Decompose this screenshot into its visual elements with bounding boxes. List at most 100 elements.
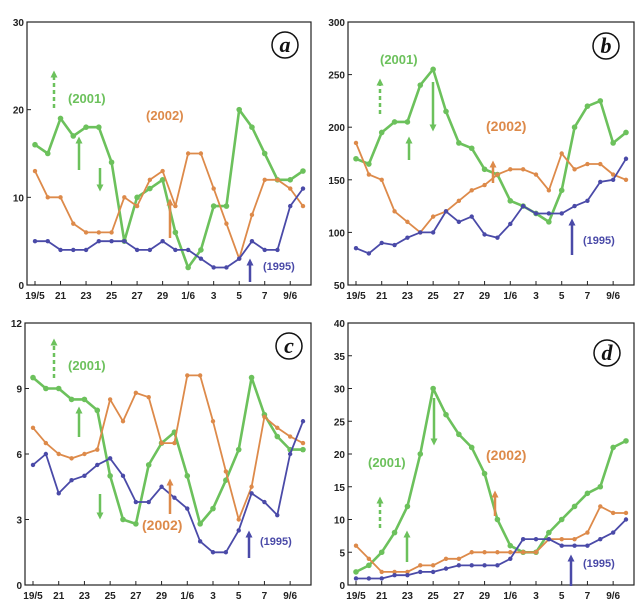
panel-b-x-tick-label: 21 (376, 291, 388, 302)
panel-a-y-tick-label: 30 (13, 18, 25, 29)
panel-d-series-1995-point (572, 543, 577, 548)
panel-b-series-2001-point (404, 119, 411, 125)
panel-d-series-2001-point (558, 516, 565, 523)
panel-a-series-2002-point (300, 203, 306, 209)
panel-d-series-2001-point (391, 529, 398, 536)
panel-a-series-1995-point (83, 247, 89, 253)
panel-a-y-tick-label: 20 (13, 106, 25, 117)
panel-b-series-2001-point (571, 124, 578, 130)
panel-c-series-1995-point (172, 495, 177, 500)
panel-d-series-2002-point (572, 536, 577, 542)
panel-b-label: b (601, 33, 612, 58)
panel-d-series-1995-point (520, 536, 526, 542)
panel-b-x-tick-label: 23 (402, 291, 414, 302)
panel-c-series-1995-point (120, 473, 126, 479)
panel-a-series-2002-line (34, 152, 304, 260)
panel-a-series-2001-point (172, 229, 179, 236)
panel-c-x-tick-label: 19/5 (23, 591, 43, 602)
panel-b-series-1995-point (559, 211, 564, 216)
panel-b-series-2002-point (456, 198, 462, 204)
panel-a-series-2002-point (160, 168, 165, 174)
panel-d-series-2002-point (405, 569, 410, 575)
panel-d-y-tick-label: 5 (339, 548, 345, 559)
panel-c-series-1995-point (275, 512, 280, 518)
panel-b: 50 100 150 200 250 300 19/5 21 23 25 27 29 1/6 3 5 7 9/6… (328, 18, 635, 302)
panel-d-label-ring (593, 339, 621, 367)
panel-a-series-2002-point (134, 203, 140, 209)
panel-d-x-tick-label: 27 (453, 591, 465, 602)
panel-d-series-1995-point (585, 543, 590, 548)
panel-d-series-1995-point (418, 569, 423, 575)
panel-b-series-1995-point (585, 198, 590, 204)
panel-b-series-2001-point (456, 140, 462, 146)
panel-d-series-2002-point (418, 563, 423, 568)
panel-b-y-tick-label: 300 (328, 18, 345, 29)
panel-b-x-tick-label: 7 (585, 291, 591, 302)
panel-c-series-2001-point (145, 462, 152, 468)
panel-a-series-2002-point (58, 195, 63, 200)
panel-a-series-2002-point (275, 177, 280, 182)
panel-d-series-1995-point (405, 572, 410, 578)
panel-a-series-2001-point (249, 124, 255, 130)
panel-a-series-1995-point (58, 247, 63, 253)
panel-b-x-tick-label: 1/6 (503, 291, 517, 302)
panel-a-plot: 0 10 20 30 19/5 21 23 25 27 29 1/6 3 5 7 9/6 (13, 18, 312, 302)
panel-d-x-tick-label: 19/5 (346, 591, 366, 602)
panel-a-label-2001: (2001) (68, 91, 106, 106)
panel-b-series-1995-point (623, 156, 629, 161)
panel-a-x-tick-label: 7 (262, 291, 268, 302)
panel-d-series-1995-point (469, 563, 474, 568)
panel-b-series-2002-line (355, 142, 627, 234)
panel-d-series-2002-line (355, 505, 626, 573)
panel-c-label: c (284, 333, 294, 358)
panel-d-series-1995-point (508, 556, 513, 561)
panel-d-y-tick-label: 25 (334, 417, 346, 428)
panel-d-series-2002-point (533, 550, 539, 555)
panel-a-series-2001-point (32, 141, 38, 148)
panel-b-series-2001-point (481, 166, 488, 173)
panel-d-label: d (602, 340, 614, 365)
panel-c-series-1995-point (287, 451, 293, 457)
panel-c-x-tick-label: 27 (130, 591, 142, 602)
panel-d-series-2002-point (508, 550, 513, 555)
panel-c: 0 3 6 9 12 19/5 21 23 25 27 29 1/6 3 5 7 9/6 c (2001) (… (11, 319, 312, 602)
panel-c-label-2001: (2001) (68, 358, 106, 373)
panel-a-series-2001-point (70, 133, 77, 139)
panel-d-x-tick-label: 1/6 (503, 591, 517, 602)
panel-d-series-1995-point (598, 536, 603, 542)
panel-b-series-2001-point (430, 66, 436, 73)
panel-c-series-2002-line (32, 374, 304, 521)
panel-c-series-1995-point (300, 419, 306, 424)
panel-d-series-2002-point (392, 569, 397, 575)
panel-d-series-2001-point (378, 549, 385, 556)
panel-b-series-1995-point (610, 177, 616, 182)
panel-d-series-2002-point (598, 504, 603, 509)
panel-c-y-tick-label: 0 (16, 581, 22, 592)
panel-c-series-1995-point (82, 473, 87, 479)
panel-d-series-2002-point (520, 550, 526, 555)
panel-b-series-2002-point (405, 219, 410, 225)
panel-c-x-tick-label: 21 (53, 591, 65, 602)
panel-c-series-2001-point (94, 407, 101, 414)
panel-a-series-2001-point (134, 194, 140, 201)
panel-c-y-tick-label: 9 (16, 385, 22, 396)
panel-b-series-2002-point (495, 172, 500, 177)
panel-c-series-1995-point (223, 550, 229, 555)
panel-b-series-2001-point (610, 140, 616, 146)
panel-a-series-2002-point (211, 186, 216, 191)
panel-c-label-ring (275, 332, 303, 360)
panel-a-series-2001-point (57, 115, 64, 122)
panel-d-series-2002-point (366, 556, 372, 561)
panel-c-series-2002-point (56, 451, 61, 457)
panel-b-series-1995-point (430, 230, 436, 235)
panel-d-series-1995-point (366, 576, 372, 581)
panel-b-series-1995-point (405, 235, 410, 240)
panel-a-series-1995-point (288, 203, 293, 209)
panel-c-series-1995-point (210, 550, 216, 555)
panel-b-series-2002-point (520, 167, 526, 172)
panel-b-series-1995-point (598, 179, 603, 185)
panel-c-series-2002-point (197, 373, 203, 378)
